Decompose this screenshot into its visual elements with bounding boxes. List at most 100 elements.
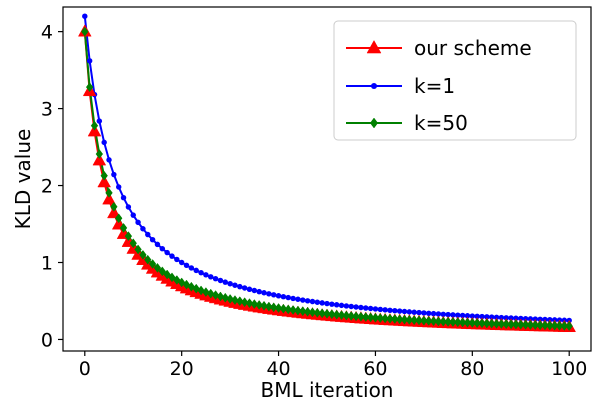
data-point-k-1	[237, 283, 243, 290]
data-point-k-1	[314, 299, 321, 305]
data-point-k-50	[279, 303, 288, 314]
data-point-k-50	[148, 259, 157, 269]
legend-marker-k-1	[370, 82, 378, 90]
data-point-k-50	[550, 320, 559, 331]
data-point-k-50	[521, 319, 530, 330]
data-point-k-1	[183, 262, 190, 269]
data-point-k-1	[484, 314, 490, 320]
data-point-k-50	[391, 314, 399, 324]
data-point-k-50	[270, 302, 278, 313]
data-point-k-50	[410, 315, 418, 326]
data-point-k-50	[352, 311, 360, 322]
y-tick-label: 3	[41, 99, 53, 121]
data-point-k-50	[207, 288, 215, 299]
data-point-k-1	[111, 171, 117, 178]
data-point-k-50	[318, 308, 326, 319]
data-point-k-50	[240, 297, 249, 308]
data-point-k-1	[125, 204, 132, 210]
data-point-k-1	[106, 157, 112, 163]
legend-marker-k-50	[369, 117, 379, 129]
data-point-k-1	[290, 295, 296, 302]
legend-label-our-scheme: our scheme	[414, 36, 532, 60]
data-point-k-50	[434, 316, 443, 327]
data-point-k-1	[212, 275, 219, 282]
data-point-k-1	[203, 272, 209, 278]
data-point-k-1	[455, 312, 461, 318]
data-point-k-50	[439, 316, 447, 327]
data-point-k-1	[232, 282, 238, 288]
data-point-k-1	[372, 306, 379, 312]
data-point-k-50	[95, 149, 104, 159]
data-point-k-1	[145, 231, 151, 238]
data-point-k-1	[82, 13, 88, 19]
data-point-k-1	[149, 236, 156, 243]
data-point-k-50	[294, 305, 302, 316]
y-axis-label: KLD value	[11, 129, 35, 230]
data-point-k-1	[435, 311, 442, 317]
data-point-k-1	[406, 309, 413, 315]
data-point-k-1	[450, 312, 456, 318]
data-point-k-50	[323, 308, 331, 319]
data-point-k-1	[363, 305, 369, 311]
data-point-k-50	[333, 309, 341, 320]
data-point-k-1	[140, 226, 146, 232]
data-point-k-50	[449, 317, 457, 328]
data-point-k-1	[159, 245, 166, 252]
data-point-k-50	[134, 244, 142, 255]
data-point-k-50	[85, 82, 94, 93]
data-point-k-1	[338, 302, 345, 309]
data-point-k-1	[275, 293, 282, 299]
data-point-k-1	[285, 294, 291, 301]
data-point-k-50	[366, 312, 375, 323]
data-point-k-50	[463, 317, 472, 328]
data-point-k-50	[560, 321, 569, 331]
data-point-k-1	[188, 265, 195, 271]
data-point-k-50	[458, 317, 467, 328]
data-point-k-50	[420, 315, 428, 326]
data-point-k-50	[299, 306, 307, 317]
data-point-k-1	[343, 303, 350, 309]
data-point-k-1	[304, 298, 311, 304]
data-point-k-50	[158, 266, 166, 277]
data-point-k-50	[328, 309, 336, 320]
data-point-k-1	[440, 311, 446, 318]
data-point-k-50	[303, 306, 312, 317]
data-point-k-50	[395, 314, 404, 325]
y-tick-label: 1	[41, 252, 53, 274]
data-point-k-1	[416, 309, 422, 316]
data-point-k-50	[526, 320, 535, 330]
legend-marker-our-scheme	[366, 40, 382, 54]
data-point-k-1	[295, 296, 301, 302]
data-point-k-50	[124, 231, 133, 242]
data-point-k-1	[348, 303, 354, 310]
data-point-k-50	[400, 314, 409, 325]
data-point-k-1	[174, 256, 180, 263]
x-tick-label: 60	[363, 358, 387, 380]
data-point-k-1	[115, 184, 122, 190]
data-point-k-1	[392, 307, 398, 314]
data-point-k-1	[261, 290, 267, 296]
data-point-k-50	[337, 310, 346, 321]
data-point-k-1	[222, 279, 228, 285]
legend-label-k-50: k=50	[414, 111, 468, 135]
data-point-k-50	[483, 318, 491, 329]
x-tick-label: 40	[266, 358, 290, 380]
data-point-our-scheme	[97, 175, 111, 188]
data-point-our-scheme	[102, 192, 116, 205]
data-point-k-50	[371, 312, 380, 323]
data-point-k-1	[426, 310, 432, 317]
x-tick-label: 80	[460, 358, 484, 380]
data-point-k-1	[382, 307, 388, 313]
data-point-k-50	[90, 120, 99, 131]
data-point-k-1	[421, 310, 427, 316]
data-point-k-50	[153, 262, 162, 273]
data-point-k-1	[518, 315, 524, 322]
data-point-k-50	[308, 307, 317, 318]
data-point-k-50	[211, 290, 220, 301]
x-tick-label: 100	[551, 358, 587, 380]
data-point-k-50	[226, 294, 234, 304]
data-point-k-50	[284, 304, 292, 315]
data-point-k-50	[512, 319, 520, 330]
data-point-k-1	[241, 285, 248, 291]
legend-label-k-1: k=1	[414, 74, 455, 98]
